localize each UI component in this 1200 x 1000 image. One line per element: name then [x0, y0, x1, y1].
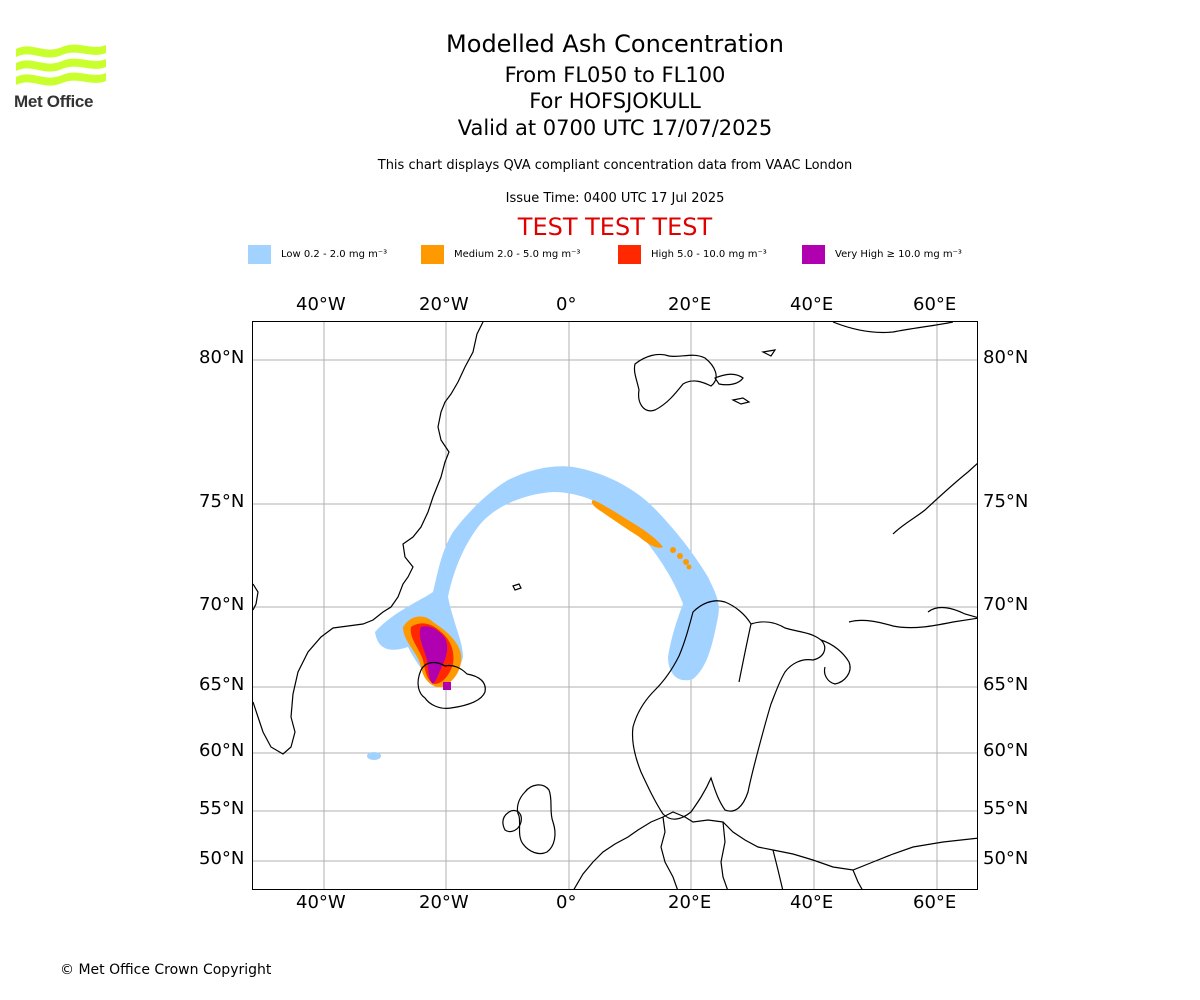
lat-tick-right-60n: 60°N — [983, 740, 1029, 761]
legend-label-medium: Medium 2.0 - 5.0 mg m⁻³ — [454, 248, 581, 260]
lon-tick-bottom-20w: 20°W — [419, 892, 469, 913]
coastlines — [253, 322, 977, 889]
lon-tick-bottom-0: 0° — [556, 892, 577, 913]
ash-plume-very-high — [419, 626, 451, 690]
volcano-name: For HOFSJOKULL — [529, 89, 701, 113]
lat-tick-right-80n: 80°N — [983, 347, 1029, 368]
met-office-logo — [16, 44, 106, 86]
legend-label-high: High 5.0 - 10.0 mg m⁻³ — [651, 248, 767, 260]
lat-tick-right-50n: 50°N — [983, 848, 1029, 869]
map-canvas — [253, 322, 977, 889]
lat-tick-left-70n: 70°N — [199, 594, 245, 615]
issue-time: Issue Time: 0400 UTC 17 Jul 2025 — [505, 191, 725, 206]
lat-tick-right-55n: 55°N — [983, 798, 1029, 819]
ash-concentration-map — [252, 321, 978, 890]
lat-tick-left-75n: 75°N — [199, 491, 245, 512]
lon-tick-top-60e: 60°E — [913, 294, 957, 315]
lon-tick-bottom-40e: 40°E — [790, 892, 834, 913]
chart-description: This chart displays QVA compliant concen… — [377, 158, 853, 173]
valid-time: Valid at 0700 UTC 17/07/2025 — [457, 116, 773, 140]
ash-plume-low — [367, 466, 719, 760]
lat-tick-left-65n: 65°N — [199, 674, 245, 695]
legend-item-medium: Medium 2.0 - 5.0 mg m⁻³ — [421, 244, 580, 264]
lon-tick-top-0: 0° — [556, 294, 577, 315]
lat-tick-left-60n: 60°N — [199, 740, 245, 761]
legend-item-very-high: Very High ≥ 10.0 mg m⁻³ — [802, 244, 962, 264]
legend-swatch-very-high — [802, 244, 825, 264]
legend-item-low: Low 0.2 - 2.0 mg m⁻³ — [248, 244, 387, 264]
lon-tick-bottom-20e: 20°E — [668, 892, 712, 913]
legend-swatch-low — [248, 244, 271, 264]
logo-text: Met Office — [14, 92, 94, 111]
test-banner: TEST TEST TEST — [517, 213, 713, 241]
lon-tick-top-40e: 40°E — [790, 294, 834, 315]
lon-tick-top-20e: 20°E — [668, 294, 712, 315]
legend-swatch-high — [618, 244, 641, 264]
lat-tick-left-50n: 50°N — [199, 848, 245, 869]
lat-tick-left-80n: 80°N — [199, 347, 245, 368]
flight-level-range: From FL050 to FL100 — [504, 63, 726, 87]
lat-tick-left-55n: 55°N — [199, 798, 245, 819]
legend-swatch-medium — [421, 244, 444, 264]
lat-tick-right-65n: 65°N — [983, 674, 1029, 695]
map-gridlines — [253, 322, 977, 889]
lon-tick-top-20w: 20°W — [419, 294, 469, 315]
copyright-notice: © Met Office Crown Copyright — [60, 962, 272, 978]
chart-title: Modelled Ash Concentration — [446, 30, 784, 58]
legend-item-high: High 5.0 - 10.0 mg m⁻³ — [618, 244, 767, 264]
lon-tick-bottom-40w: 40°W — [296, 892, 346, 913]
lat-tick-right-70n: 70°N — [983, 594, 1029, 615]
legend-label-very-high: Very High ≥ 10.0 mg m⁻³ — [835, 248, 962, 260]
lon-tick-top-40w: 40°W — [296, 294, 346, 315]
legend-label-low: Low 0.2 - 2.0 mg m⁻³ — [281, 248, 388, 260]
lon-tick-bottom-60e: 60°E — [913, 892, 957, 913]
lat-tick-right-75n: 75°N — [983, 491, 1029, 512]
